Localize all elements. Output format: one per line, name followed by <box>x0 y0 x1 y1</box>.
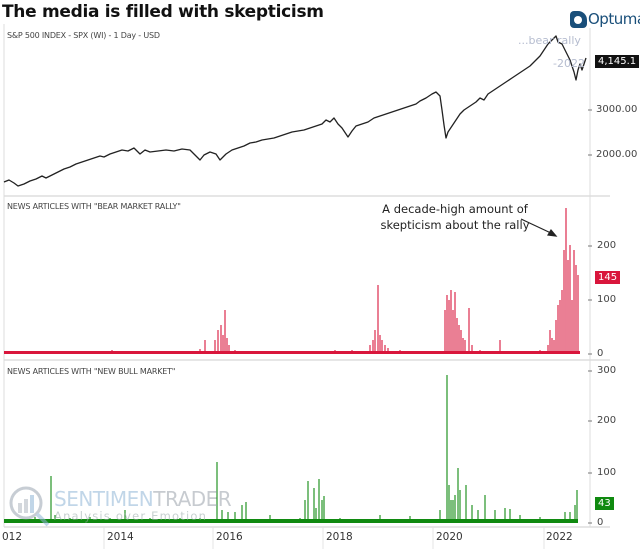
chart-title: The media is filled with skepticism <box>2 2 324 22</box>
annotation-arrow <box>520 218 558 237</box>
optuma-logo-icon <box>570 10 587 28</box>
watermark-brand-part2: TRADER <box>153 487 232 511</box>
y-tick-label: 0 <box>597 348 604 359</box>
sentimentrader-logo-icon <box>9 486 50 527</box>
y-tick-label: 0 <box>597 517 604 528</box>
y-tick-label: 200 <box>597 415 617 426</box>
y-tick-label: 2000.00 <box>596 149 638 160</box>
ghost-label: -2022 <box>553 57 585 70</box>
y-tick-label: 100 <box>597 294 617 305</box>
x-tick-label: 2014 <box>107 531 134 543</box>
x-tick-label: 2020 <box>436 531 463 543</box>
watermark-tagline: Analysis over Emotion <box>54 509 208 523</box>
watermark-brand-part1: SENTIMEN <box>54 487 154 511</box>
spx-line <box>3 35 587 187</box>
x-tick-label: 2016 <box>216 531 243 543</box>
y-tick-label: 300 <box>597 365 617 376</box>
bear-panel-label: NEWS ARTICLES WITH "BEAR MARKET RALLY" <box>7 202 181 211</box>
sentimentrader-watermark: SENTIMENTRADER Analysis over Emotion <box>6 483 232 529</box>
spx-panel-label: S&P 500 INDEX - SPX (WI) - 1 Day - USD <box>7 31 160 40</box>
y-tick-label: 100 <box>597 467 617 478</box>
x-tick-label: 012 <box>2 531 23 543</box>
bull-panel-label: NEWS ARTICLES WITH "NEW BULL MARKET" <box>7 367 176 376</box>
x-ticks <box>103 527 545 549</box>
chart-annotation: A decade-high amount of skepticism about… <box>380 202 530 232</box>
spx-last-value-badge: 4,145.1 <box>595 55 640 68</box>
watermark-brand: SENTIMENTRADER <box>54 487 232 511</box>
x-tick-label: 2018 <box>326 531 353 543</box>
optuma-logo-text: Optuma <box>588 10 640 28</box>
ghost-label: ...bear rally <box>518 34 581 47</box>
bull-last-value-badge: 43 <box>595 497 614 510</box>
x-tick-label: 2022 <box>546 531 573 543</box>
y-tick-label: 3000.00 <box>596 104 638 115</box>
bear-last-value-badge: 145 <box>595 271 621 284</box>
optuma-logo: Optuma <box>570 10 640 28</box>
y-tick-label: 200 <box>597 240 617 251</box>
